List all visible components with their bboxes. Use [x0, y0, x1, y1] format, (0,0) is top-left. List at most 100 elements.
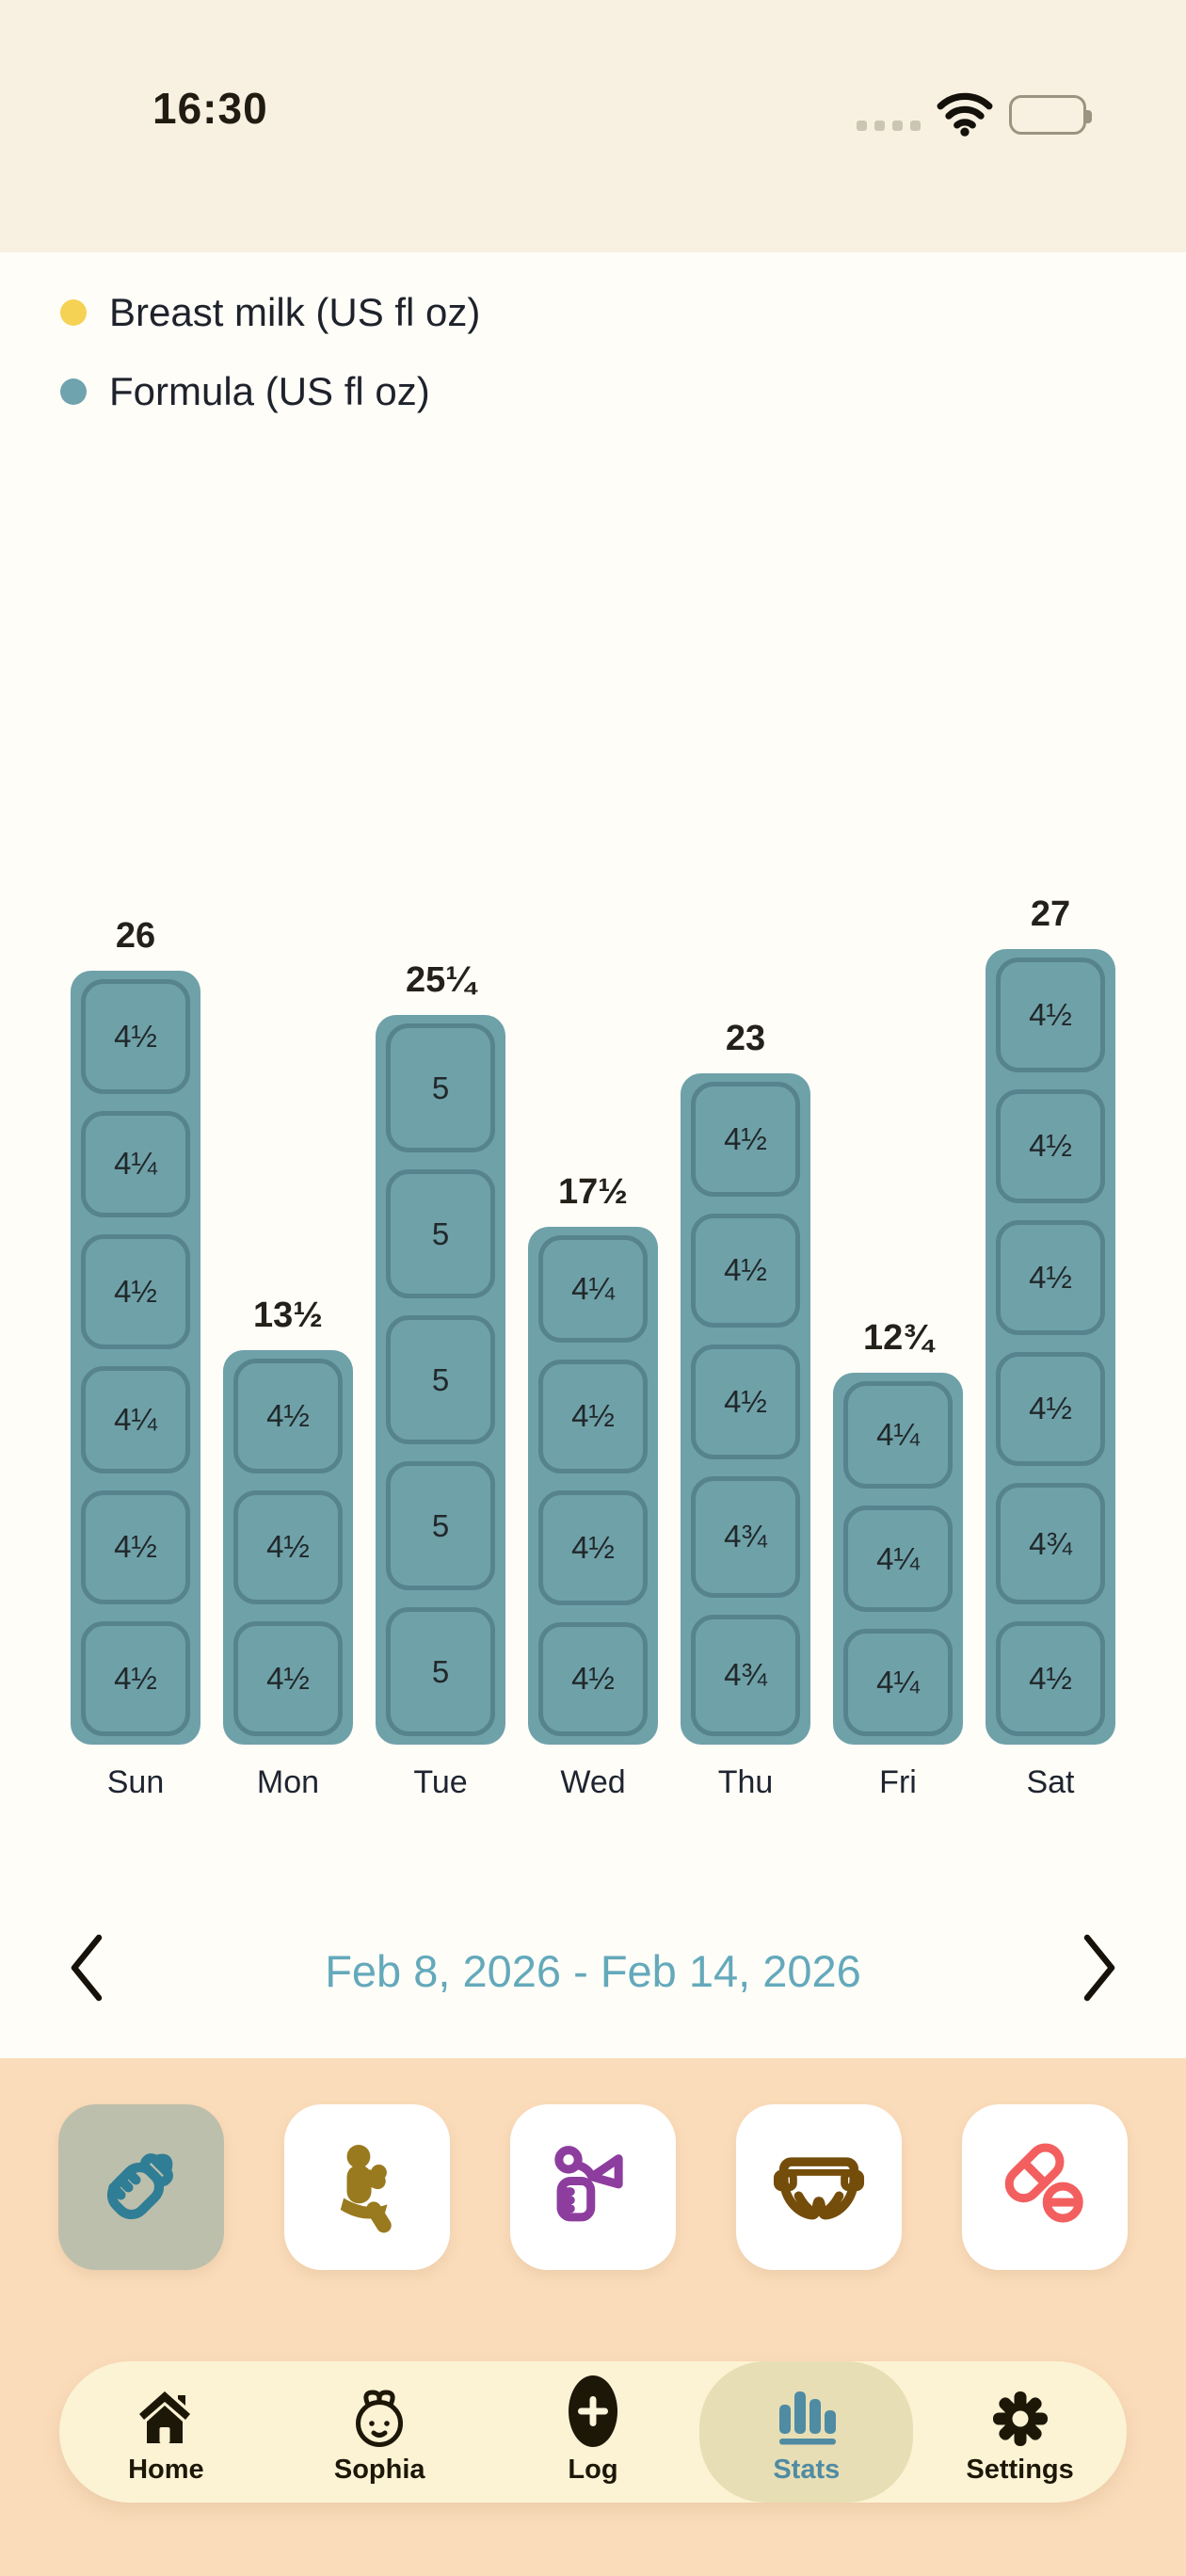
feed-segment[interactable]: 4¼: [71, 1358, 200, 1482]
bar-sun[interactable]: 4½ 4¼ 4½ 4¼ 4½ 4½: [71, 971, 200, 1745]
feed-segment[interactable]: 4½: [986, 1613, 1115, 1745]
feed-segment-box: 4½: [81, 1234, 190, 1349]
feed-segment-box: 4¼: [81, 1365, 190, 1473]
chevron-right-icon[interactable]: [1079, 1932, 1120, 2004]
feed-segment[interactable]: 5: [376, 1015, 505, 1161]
feed-amount-label: 4½: [571, 1661, 615, 1697]
feed-segment[interactable]: 4¼: [833, 1620, 963, 1745]
bar-mon[interactable]: 4½ 4½ 4½: [223, 1350, 353, 1745]
feed-segment[interactable]: 4½: [223, 1613, 353, 1745]
feed-amount-label: 5: [431, 1070, 450, 1105]
feed-segment-box: 4½: [691, 1082, 800, 1197]
feed-segment[interactable]: 4½: [681, 1205, 810, 1337]
feed-segment[interactable]: 4½: [681, 1073, 810, 1205]
feed-segment[interactable]: 4¼: [528, 1227, 658, 1351]
bar-thu[interactable]: 4½ 4½ 4½ 4¾ 4¾: [681, 1073, 810, 1745]
bar-total-label: 25¼: [406, 960, 475, 1000]
feed-segment[interactable]: 4¼: [833, 1497, 963, 1621]
bar-sat[interactable]: 4½ 4½ 4½ 4½ 4¾ 4½: [986, 949, 1115, 1745]
feed-segment-box: 4¾: [691, 1475, 800, 1598]
legend-dot: [60, 378, 87, 405]
date-range-label[interactable]: Feb 8, 2026 - Feb 14, 2026: [325, 1946, 861, 1996]
status-bar: 16:30: [0, 0, 1186, 252]
feed-amount-label: 4½: [266, 1397, 310, 1433]
day-label-tue: Tue: [413, 1764, 468, 1800]
feed-amount-label: 5: [431, 1216, 450, 1251]
feed-amount-label: 5: [431, 1653, 450, 1689]
feed-segment-box: 5: [386, 1023, 495, 1152]
feed-segment[interactable]: 5: [376, 1453, 505, 1599]
feed-amount-label: 4½: [724, 1252, 767, 1288]
pills-icon: [996, 2136, 1094, 2239]
feed-segment[interactable]: 4½: [528, 1351, 658, 1482]
feed-amount-label: 4½: [1029, 1259, 1072, 1295]
feed-segment[interactable]: 5: [376, 1307, 505, 1453]
category-tab-bottle[interactable]: [58, 2104, 224, 2270]
day-label-sat: Sat: [1026, 1764, 1075, 1800]
tab-home[interactable]: Home: [59, 2361, 273, 2503]
baby-bottle-icon: [92, 2136, 190, 2239]
feed-segment[interactable]: 4½: [71, 1482, 200, 1614]
feed-segment[interactable]: 5: [376, 1599, 505, 1745]
feed-segment[interactable]: 4½: [71, 1226, 200, 1358]
feed-segment-box: 4½: [233, 1359, 343, 1473]
feed-segment-box: 4½: [233, 1621, 343, 1736]
feed-segment-box: 4½: [996, 1088, 1105, 1203]
feed-segment[interactable]: 4½: [986, 949, 1115, 1081]
bar-wed[interactable]: 4¼ 4½ 4½ 4½: [528, 1227, 658, 1745]
feed-amount-label: 4¼: [114, 1146, 157, 1182]
week-navigator: Feb 8, 2026 - Feb 14, 2026: [0, 1911, 1186, 2034]
chevron-left-icon[interactable]: [66, 1932, 107, 2004]
feed-segment[interactable]: 4¼: [71, 1103, 200, 1227]
battery-icon: [1009, 95, 1092, 135]
feed-segment-box: 4¼: [843, 1381, 953, 1489]
legend-label: Formula (US fl oz): [109, 369, 430, 413]
feed-segment-box: 4¼: [538, 1235, 648, 1343]
day-label-wed: Wed: [560, 1764, 626, 1800]
tab-sophia[interactable]: Sophia: [273, 2361, 487, 2503]
tab-settings[interactable]: Settings: [913, 2361, 1127, 2503]
feed-segment-box: 4¾: [996, 1483, 1105, 1605]
feed-segment[interactable]: 4½: [528, 1482, 658, 1613]
feed-amount-label: 4¾: [1029, 1525, 1072, 1561]
category-tab-diaper[interactable]: [736, 2104, 902, 2270]
feed-segment[interactable]: 4½: [71, 1613, 200, 1745]
day-label-sun: Sun: [106, 1764, 165, 1800]
feed-segment[interactable]: 4¼: [833, 1373, 963, 1497]
feed-segment[interactable]: 4½: [528, 1614, 658, 1745]
bar-tue[interactable]: 5 5 5 5 5: [376, 1015, 505, 1745]
feed-segment[interactable]: 4½: [986, 1081, 1115, 1213]
tab-label: Settings: [966, 2454, 1074, 2485]
status-icons: [857, 89, 1092, 141]
feed-segment[interactable]: 4½: [71, 971, 200, 1103]
tab-label: Sophia: [333, 2454, 425, 2485]
category-tab-nursing[interactable]: [284, 2104, 450, 2270]
feed-segment-box: 4½: [996, 1351, 1105, 1466]
feed-segment-box: 4¼: [81, 1110, 190, 1218]
feed-segment[interactable]: 4¾: [681, 1606, 810, 1745]
feed-amount-label: 4¼: [876, 1416, 920, 1452]
feed-segment[interactable]: 5: [376, 1161, 505, 1307]
category-tab-pump[interactable]: [510, 2104, 676, 2270]
bar-fri[interactable]: 4¼ 4¼ 4¼: [833, 1373, 963, 1745]
day-label-thu: Thu: [717, 1764, 774, 1800]
feed-segment[interactable]: 4½: [681, 1336, 810, 1468]
feed-segment-box: 4¼: [843, 1629, 953, 1737]
tab-log[interactable]: Log: [487, 2361, 700, 2503]
feed-segment[interactable]: 4½: [986, 1212, 1115, 1344]
category-tab-medicine[interactable]: [962, 2104, 1128, 2270]
feed-amount-label: 4½: [114, 1018, 157, 1054]
tab-label: Home: [128, 2454, 204, 2485]
feed-segment-box: 4½: [538, 1621, 648, 1736]
feed-segment-box: 4¼: [843, 1505, 953, 1613]
feed-segment[interactable]: 4½: [223, 1482, 353, 1614]
tab-stats[interactable]: Stats: [699, 2361, 914, 2503]
feed-segment-box: 4½: [691, 1344, 800, 1459]
feed-segment[interactable]: 4¾: [681, 1468, 810, 1606]
feed-segment[interactable]: 4¾: [986, 1474, 1115, 1613]
feed-segment[interactable]: 4½: [223, 1350, 353, 1482]
wifi-icon: [936, 89, 994, 141]
feed-segment-box: 4½: [81, 979, 190, 1094]
feed-segment[interactable]: 4½: [986, 1344, 1115, 1475]
feed-segment-box: 4½: [996, 1621, 1105, 1736]
